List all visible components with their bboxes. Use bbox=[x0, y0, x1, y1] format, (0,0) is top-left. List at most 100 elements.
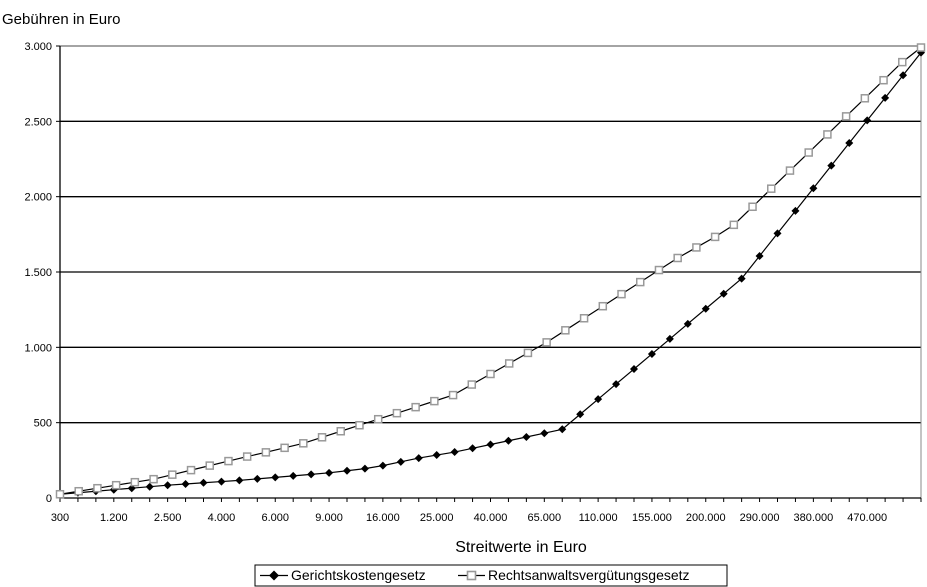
data-point bbox=[785, 166, 795, 175]
data-point bbox=[804, 148, 813, 157]
data-point bbox=[665, 334, 674, 343]
data-point bbox=[598, 301, 608, 311]
y-tick-label: 3.000 bbox=[24, 41, 52, 53]
data-point bbox=[809, 184, 818, 193]
data-point bbox=[336, 427, 346, 436]
data-point bbox=[579, 314, 589, 323]
data-point bbox=[163, 481, 172, 490]
y-axis-title: Gebühren in Euro bbox=[2, 11, 120, 28]
data-point bbox=[561, 326, 570, 335]
legend-label-1: Rechtsanwaltsvergütungsgesetz bbox=[488, 567, 690, 583]
data-point bbox=[647, 349, 656, 358]
data-point bbox=[55, 489, 65, 499]
y-tick-label: 0 bbox=[46, 493, 52, 505]
data-point bbox=[253, 474, 262, 483]
data-point bbox=[235, 476, 244, 485]
data-point bbox=[630, 365, 638, 374]
data-point bbox=[448, 390, 458, 400]
x-axis-title: Streitwerte in Euro bbox=[455, 539, 587, 556]
data-point bbox=[612, 380, 621, 389]
x-tick-label: 300 bbox=[51, 512, 69, 524]
data-point bbox=[186, 465, 196, 475]
legend-label-0: Gerichtskostengesetz bbox=[291, 567, 426, 583]
data-point bbox=[827, 161, 836, 170]
data-point bbox=[692, 243, 701, 252]
data-point bbox=[74, 486, 83, 496]
data-point bbox=[617, 289, 626, 299]
data-point bbox=[299, 439, 308, 448]
data-point bbox=[149, 474, 158, 484]
data-point bbox=[767, 184, 776, 193]
x-tick-label: 290.000 bbox=[740, 512, 780, 524]
legend-marker-1 bbox=[466, 570, 477, 581]
data-point bbox=[594, 395, 603, 404]
grid bbox=[59, 45, 922, 499]
data-point bbox=[145, 482, 154, 491]
data-point bbox=[486, 440, 495, 449]
data-point bbox=[467, 380, 477, 389]
data-point bbox=[635, 277, 645, 287]
data-point bbox=[863, 116, 872, 125]
series-0 bbox=[56, 48, 925, 499]
x-tick-label: 40.000 bbox=[474, 512, 508, 524]
data-point bbox=[791, 206, 800, 215]
data-point bbox=[486, 369, 495, 379]
data-point bbox=[414, 454, 423, 463]
data-point bbox=[432, 451, 441, 460]
data-point bbox=[289, 471, 298, 480]
data-point bbox=[845, 139, 854, 148]
data-point bbox=[430, 396, 439, 406]
data-point bbox=[325, 468, 334, 477]
data-point bbox=[823, 130, 832, 139]
data-point bbox=[899, 71, 908, 80]
data-point bbox=[576, 410, 585, 419]
data-point bbox=[504, 436, 513, 445]
data-point bbox=[396, 457, 405, 466]
data-point bbox=[916, 43, 926, 52]
x-tick-label: 1.200 bbox=[100, 512, 128, 524]
data-point bbox=[181, 479, 190, 488]
data-point bbox=[307, 470, 316, 479]
legend-marker-0 bbox=[269, 570, 279, 581]
data-point bbox=[654, 265, 664, 275]
x-tick-label: 110.000 bbox=[579, 512, 618, 524]
data-point bbox=[271, 473, 280, 482]
data-point bbox=[540, 429, 549, 438]
data-point bbox=[879, 75, 888, 85]
data-point bbox=[360, 464, 369, 473]
data-point bbox=[217, 477, 226, 486]
x-ticks: 300 1.200 2.500 4.000 6.000 9.000 16.000 25.000… bbox=[51, 498, 922, 524]
y-ticks: 0 500 1.000 1.500 2.000 2.500 3.000 bbox=[24, 41, 60, 505]
x-tick-label: 155.000 bbox=[632, 512, 672, 524]
y-tick-label: 2.500 bbox=[24, 116, 52, 128]
data-point bbox=[737, 274, 746, 283]
data-point bbox=[378, 461, 387, 470]
x-tick-label: 470.000 bbox=[847, 512, 887, 524]
data-point bbox=[773, 229, 782, 238]
data-point bbox=[841, 112, 851, 121]
x-tick-label: 380.000 bbox=[793, 512, 833, 524]
data-point bbox=[504, 359, 514, 368]
data-point bbox=[261, 448, 271, 457]
data-point bbox=[111, 480, 121, 490]
data-point bbox=[558, 425, 567, 434]
x-tick-label: 6.000 bbox=[261, 512, 289, 524]
data-point bbox=[522, 432, 531, 441]
x-tick-label: 25.000 bbox=[420, 512, 454, 524]
data-point bbox=[748, 202, 757, 212]
series-1 bbox=[55, 43, 926, 499]
data-point bbox=[898, 57, 907, 67]
data-point bbox=[468, 444, 477, 453]
data-point bbox=[881, 93, 890, 102]
data-point bbox=[542, 338, 551, 347]
x-tick-label: 16.000 bbox=[366, 512, 400, 524]
data-point bbox=[355, 420, 364, 430]
data-point bbox=[93, 483, 102, 493]
data-point bbox=[729, 220, 739, 230]
data-point bbox=[168, 470, 177, 479]
x-tick-label: 4.000 bbox=[208, 512, 236, 524]
y-tick-label: 500 bbox=[34, 418, 52, 430]
x-tick-label: 9.000 bbox=[315, 512, 343, 524]
series-line-1 bbox=[59, 47, 922, 495]
